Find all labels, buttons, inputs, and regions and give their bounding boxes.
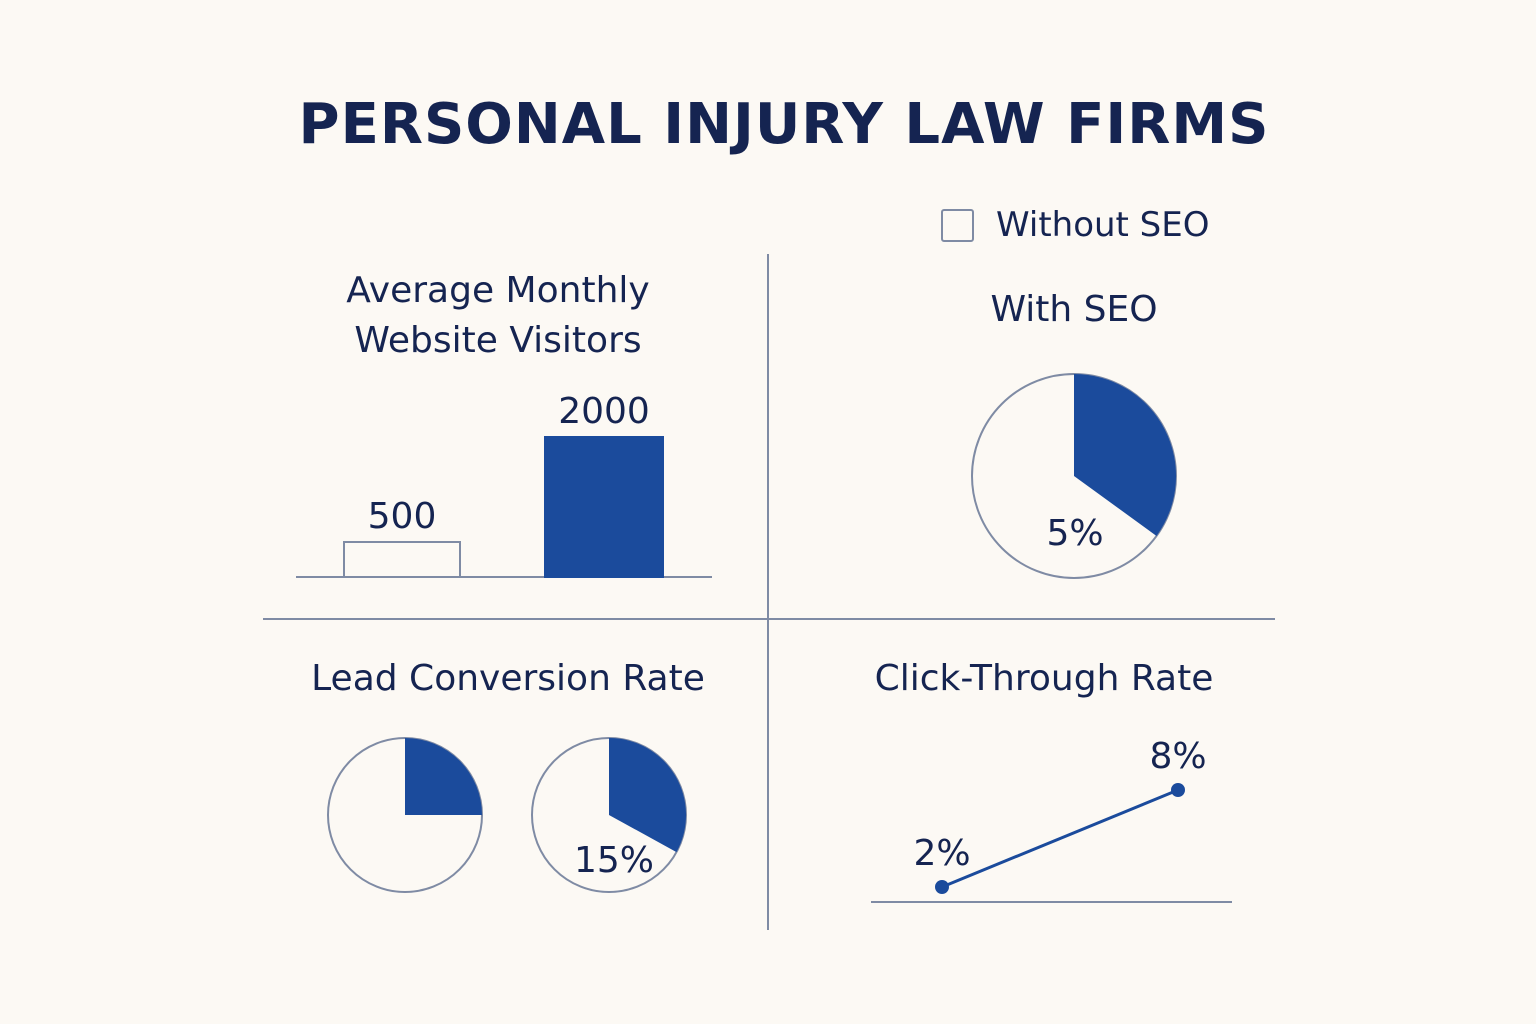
bar-without-seo — [343, 541, 461, 578]
lead-pie-with-seo-slice — [609, 738, 687, 853]
ctr-value-label-with-seo: 8% — [1149, 736, 1206, 777]
lead-pie-with-seo-label: 15% — [574, 840, 654, 881]
visitors-title-line-2: Website Visitors — [354, 320, 642, 361]
ctr-point-without-seo — [935, 880, 949, 894]
with-seo-chart-title: With SEO — [990, 289, 1158, 330]
legend: Without SEO — [941, 205, 1210, 245]
ctr-series-line — [941, 788, 1179, 889]
ctr-point-with-seo — [1171, 783, 1185, 797]
bar-value-label-without-seo: 500 — [368, 496, 437, 537]
with-seo-pie-slice — [1074, 374, 1176, 536]
page-title: PERSONAL INJURY LAW FIRMS — [298, 92, 1270, 157]
lead-pie-without-seo-slice — [405, 738, 482, 815]
bar-with-seo — [544, 436, 664, 578]
legend-label-without-seo: Without SEO — [996, 205, 1210, 245]
with-seo-pie-label: 5% — [1046, 513, 1103, 554]
visitors-title-line-1: Average Monthly — [346, 270, 650, 311]
bar-value-label-with-seo: 2000 — [558, 391, 650, 432]
visitors-chart-title: Average Monthly Website Visitors — [298, 266, 698, 366]
legend-swatch-without-seo — [941, 208, 974, 242]
ctr-value-label-without-seo: 2% — [913, 833, 970, 874]
lead-conversion-chart-title: Lead Conversion Rate — [311, 658, 705, 699]
ctr-chart-title: Click-Through Rate — [874, 658, 1214, 699]
